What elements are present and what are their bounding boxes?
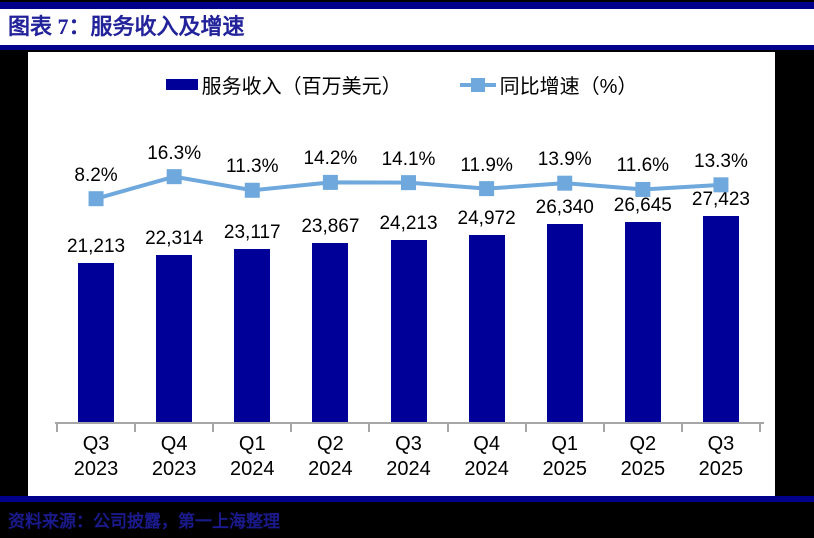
- growth-value-label: 11.3%: [226, 156, 279, 178]
- top-navy-rule: [0, 2, 814, 9]
- bar-value-label: 27,423: [691, 189, 750, 210]
- growth-value-label: 14.2%: [303, 148, 358, 170]
- growth-marker: [244, 182, 260, 198]
- x-axis-tick: [446, 424, 449, 432]
- legend-item-growth: 同比增速（%）: [459, 70, 638, 99]
- revenue-bar: [312, 243, 349, 422]
- bottom-navy-rule: [0, 496, 814, 502]
- revenue-bar: [624, 222, 661, 422]
- growth-value-label: 13.9%: [537, 149, 592, 171]
- revenue-bar: [234, 249, 271, 422]
- x-axis-label: Q4 2023: [151, 433, 197, 480]
- x-axis-tick: [134, 424, 137, 432]
- x-axis-line: [55, 422, 764, 424]
- revenue-bar: [156, 255, 193, 422]
- x-axis-label: Q3 2024: [386, 433, 431, 480]
- growth-marker: [166, 169, 182, 185]
- title-underline-rule: [0, 45, 814, 50]
- growth-value-label: 11.6%: [616, 155, 670, 177]
- legend-bar-label: 服务收入（百万美元）: [201, 75, 402, 98]
- line-series-swatch-icon: [459, 77, 496, 92]
- source-note: 资料来源：公司披露，第一上海整理: [8, 512, 280, 531]
- bar-value-label: 23,867: [301, 216, 360, 237]
- chart-title: 图表 7：服务收入及增速: [8, 14, 245, 39]
- bar-value-label: 26,340: [535, 197, 594, 218]
- x-axis-tick: [290, 424, 293, 432]
- revenue-bar: [702, 216, 739, 422]
- revenue-bar: [468, 235, 505, 422]
- x-axis-label: Q3 2023: [73, 433, 119, 480]
- growth-marker: [322, 174, 338, 190]
- legend-item-revenue: 服务收入（百万美元）: [165, 70, 402, 99]
- bar-value-label: 22,314: [145, 228, 204, 249]
- bar-series-swatch-icon: [165, 78, 198, 90]
- x-axis-label: Q2 2025: [620, 433, 666, 480]
- x-axis-tick: [759, 424, 761, 432]
- x-axis-label: Q1 2025: [542, 433, 587, 480]
- x-axis-tick: [212, 424, 215, 432]
- growth-marker: [479, 181, 495, 197]
- growth-value-label: 14.1%: [381, 148, 436, 170]
- x-axis-tick: [56, 424, 58, 432]
- bar-value-label: 23,117: [223, 222, 281, 243]
- chart-panel: 服务收入（百万美元） 同比增速（%） 21,213 Q3 2023 22,314 Q4 2…: [28, 52, 775, 497]
- x-axis-label: Q2 2024: [308, 433, 353, 480]
- bar-value-label: 24,972: [457, 208, 516, 229]
- legend-line-label: 同比增速（%）: [499, 75, 638, 98]
- growth-value-label: 8.2%: [74, 164, 118, 186]
- bar-value-label: 26,645: [613, 195, 672, 216]
- revenue-bar: [390, 240, 427, 422]
- growth-marker: [88, 191, 104, 207]
- x-axis-label: Q4 2024: [464, 433, 509, 480]
- x-axis-label: Q3 2025: [698, 433, 744, 480]
- growth-marker: [557, 175, 573, 191]
- x-axis-tick: [680, 424, 683, 432]
- growth-value-label: 11.9%: [460, 154, 513, 176]
- x-axis-tick: [368, 424, 371, 432]
- revenue-bar: [546, 224, 583, 422]
- revenue-bar: [78, 263, 115, 422]
- growth-value-label: 13.3%: [694, 150, 748, 172]
- bar-value-label: 21,213: [66, 236, 126, 257]
- chart-title-band: 图表 7：服务收入及增速: [0, 9, 814, 45]
- x-axis-tick: [602, 424, 605, 432]
- bar-value-label: 24,213: [379, 213, 438, 234]
- growth-value-label: 16.3%: [147, 142, 202, 164]
- x-axis-label: Q1 2024: [230, 433, 275, 480]
- growth-marker: [401, 175, 416, 191]
- x-axis-tick: [524, 424, 527, 432]
- chart-legend: 服务收入（百万美元） 同比增速（%）: [28, 68, 775, 100]
